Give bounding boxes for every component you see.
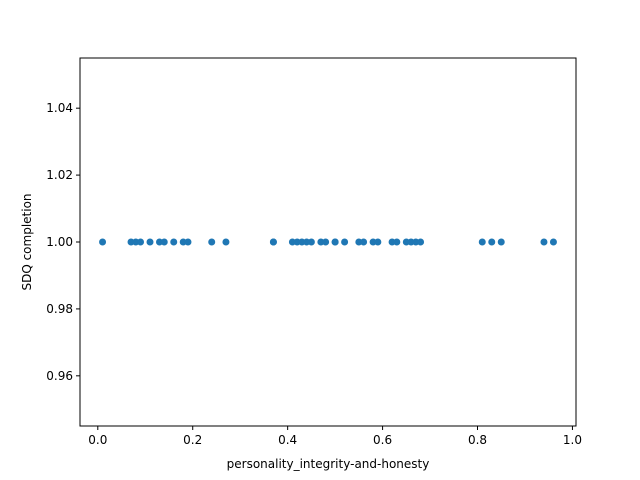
data-point: [137, 238, 145, 246]
data-point: [540, 238, 548, 246]
y-tick-label: 0.96: [46, 369, 73, 383]
y-tick-label: 1.02: [46, 168, 73, 182]
data-point: [393, 238, 401, 246]
data-point: [488, 238, 496, 246]
data-point: [146, 238, 154, 246]
data-point: [99, 238, 107, 246]
data-point: [222, 238, 230, 246]
plot-area: [99, 238, 557, 246]
y-tick-label: 1.00: [46, 235, 73, 249]
data-point: [341, 238, 349, 246]
x-tick-label: 0.2: [183, 433, 202, 447]
x-tick-label: 0.8: [468, 433, 487, 447]
data-point: [331, 238, 339, 246]
data-point: [322, 238, 330, 246]
x-tick-label: 1.0: [563, 433, 582, 447]
data-point: [478, 238, 486, 246]
data-point: [160, 238, 168, 246]
data-point: [208, 238, 216, 246]
data-point: [549, 238, 557, 246]
data-point: [307, 238, 315, 246]
y-axis-label: SDQ completion: [20, 193, 34, 290]
data-point: [360, 238, 368, 246]
axis-ticks: 0.0 0.2 0.4 0.6 0.8 1.0 0.96 0.98 1.00 1.02 1.04: [46, 101, 582, 447]
plot-frame: [79, 57, 577, 427]
x-tick-label: 0.4: [278, 433, 297, 447]
x-tick-label: 0.0: [88, 433, 107, 447]
data-point: [374, 238, 382, 246]
x-axis-label: personality_integrity-and-honesty: [227, 457, 430, 471]
data-point: [269, 238, 277, 246]
y-tick-label: 0.98: [46, 302, 73, 316]
data-point: [417, 238, 425, 246]
data-point: [170, 238, 178, 246]
data-point: [497, 238, 505, 246]
y-tick-label: 1.04: [46, 101, 73, 115]
x-tick-label: 0.6: [373, 433, 392, 447]
data-point: [184, 238, 192, 246]
